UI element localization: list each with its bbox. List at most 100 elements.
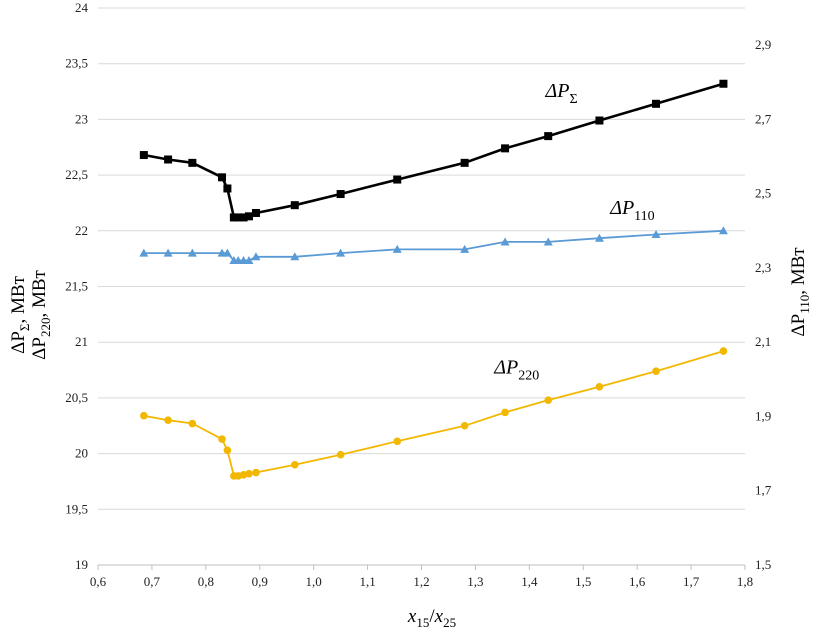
data-point	[187, 248, 197, 257]
x-tick-label: 0,6	[90, 574, 107, 589]
y-left-tick-label: 22	[75, 223, 88, 238]
x-tick-label: 0,7	[144, 574, 161, 589]
data-point	[544, 132, 553, 141]
data-point	[222, 248, 232, 257]
data-point	[460, 244, 470, 253]
y-left-tick-label: 19	[75, 557, 88, 572]
data-point	[139, 248, 149, 257]
y-right-tick-label: 2,7	[755, 111, 772, 126]
axes	[97, 564, 746, 570]
right-y-axis-title: ΔP110, МВт	[788, 247, 812, 337]
data-point	[164, 416, 172, 424]
left-y-axis-ticks: 19 19,5 20 20,5 21 21,5 22 22,5 23 23,5 24	[65, 0, 88, 572]
x-tick-label: 1,5	[575, 574, 591, 589]
data-point	[392, 244, 402, 253]
x-tick-label: 1,8	[737, 574, 753, 589]
series-labels: ΔPΣ ΔP110 ΔP220	[493, 80, 654, 383]
y-left-tick-label: 23	[75, 111, 88, 126]
data-point	[229, 213, 238, 222]
x-tick-label: 0,9	[252, 574, 268, 589]
x-tick-label: 1,3	[467, 574, 483, 589]
data-point	[500, 237, 510, 246]
data-point	[544, 396, 553, 404]
y-left-tick-label: 22,5	[65, 167, 88, 182]
data-point	[393, 175, 402, 184]
data-point	[188, 158, 197, 167]
right-y-axis-ticks: 1,5 1,7 1,9 2,1 2,3 2,5 2,7 2,9	[755, 37, 772, 572]
gridlines	[98, 7, 745, 510]
data-point	[290, 460, 299, 469]
data-point	[244, 212, 253, 221]
data-point	[652, 99, 661, 108]
left-y-axis-title-sum: ΔPΣ, МВт	[8, 275, 32, 353]
y-left-tick-label: 20	[75, 446, 88, 461]
x-tick-label: 1,2	[413, 574, 429, 589]
data-point	[594, 233, 604, 242]
y-left-tick-label: 21,5	[65, 279, 88, 294]
data-point	[652, 367, 660, 375]
series-label: ΔP220	[493, 356, 539, 383]
data-point	[651, 230, 661, 239]
series-ΔP110	[139, 226, 728, 265]
data-point	[336, 450, 345, 459]
data-point	[718, 226, 728, 235]
data-point	[252, 468, 260, 477]
data-point	[140, 411, 148, 420]
data-point	[251, 208, 260, 217]
data-point	[223, 184, 232, 193]
x-tick-label: 1,4	[521, 574, 538, 589]
data-point	[595, 382, 604, 391]
data-point	[188, 419, 197, 428]
data-point	[223, 446, 232, 455]
data-series	[139, 79, 728, 480]
x-axis-ticks: 0,6 0,7 0,8 0,9 1,0 1,1 1,2 1,3 1,4 1,5 1,6 1,7 1,8	[90, 574, 753, 589]
x-tick-label: 1,7	[683, 574, 700, 589]
data-point	[245, 469, 253, 478]
series-line	[143, 350, 724, 477]
y-right-tick-label: 2,5	[755, 186, 771, 201]
data-point	[595, 116, 604, 125]
y-left-tick-label: 20,5	[65, 390, 88, 405]
data-point	[460, 158, 469, 167]
y-right-tick-label: 1,7	[755, 483, 772, 498]
series-ΔPΣ	[139, 79, 728, 222]
data-point	[164, 155, 173, 164]
x-tick-label: 1,1	[359, 574, 375, 589]
data-point	[719, 347, 728, 355]
data-point	[393, 437, 402, 446]
x-axis-title: x15/x25	[407, 606, 456, 630]
y-right-tick-label: 1,9	[755, 408, 771, 423]
data-point	[336, 248, 346, 257]
y-right-tick-label: 2,1	[755, 334, 771, 349]
series-line	[143, 82, 724, 219]
data-point	[251, 252, 261, 261]
series-label: ΔPΣ	[545, 80, 578, 107]
data-point	[290, 252, 300, 261]
series-ΔP220	[140, 347, 728, 480]
y-right-tick-label: 2,9	[755, 37, 771, 52]
data-point	[139, 151, 148, 160]
y-left-tick-label: 23,5	[65, 56, 88, 71]
data-point	[501, 408, 509, 417]
left-y-axis-title-220: ΔP220, МВт	[29, 269, 53, 359]
series-label: ΔP110	[609, 197, 654, 224]
y-left-tick-label: 24	[75, 0, 89, 15]
data-point	[290, 201, 299, 210]
x-tick-label: 1,0	[306, 574, 322, 589]
data-point	[719, 79, 728, 88]
data-point	[336, 190, 345, 199]
data-point	[218, 173, 227, 182]
x-tick-label: 0,8	[198, 574, 214, 589]
data-point	[234, 213, 243, 222]
data-point	[460, 421, 469, 430]
data-point	[163, 248, 173, 257]
data-point	[501, 144, 510, 153]
data-point	[244, 256, 254, 265]
data-point	[543, 237, 553, 246]
y-left-tick-label: 21	[75, 334, 88, 349]
y-right-tick-label: 1,5	[755, 557, 771, 572]
data-point	[218, 435, 226, 443]
x-tick-label: 1,6	[629, 574, 646, 589]
data-point	[239, 213, 248, 222]
